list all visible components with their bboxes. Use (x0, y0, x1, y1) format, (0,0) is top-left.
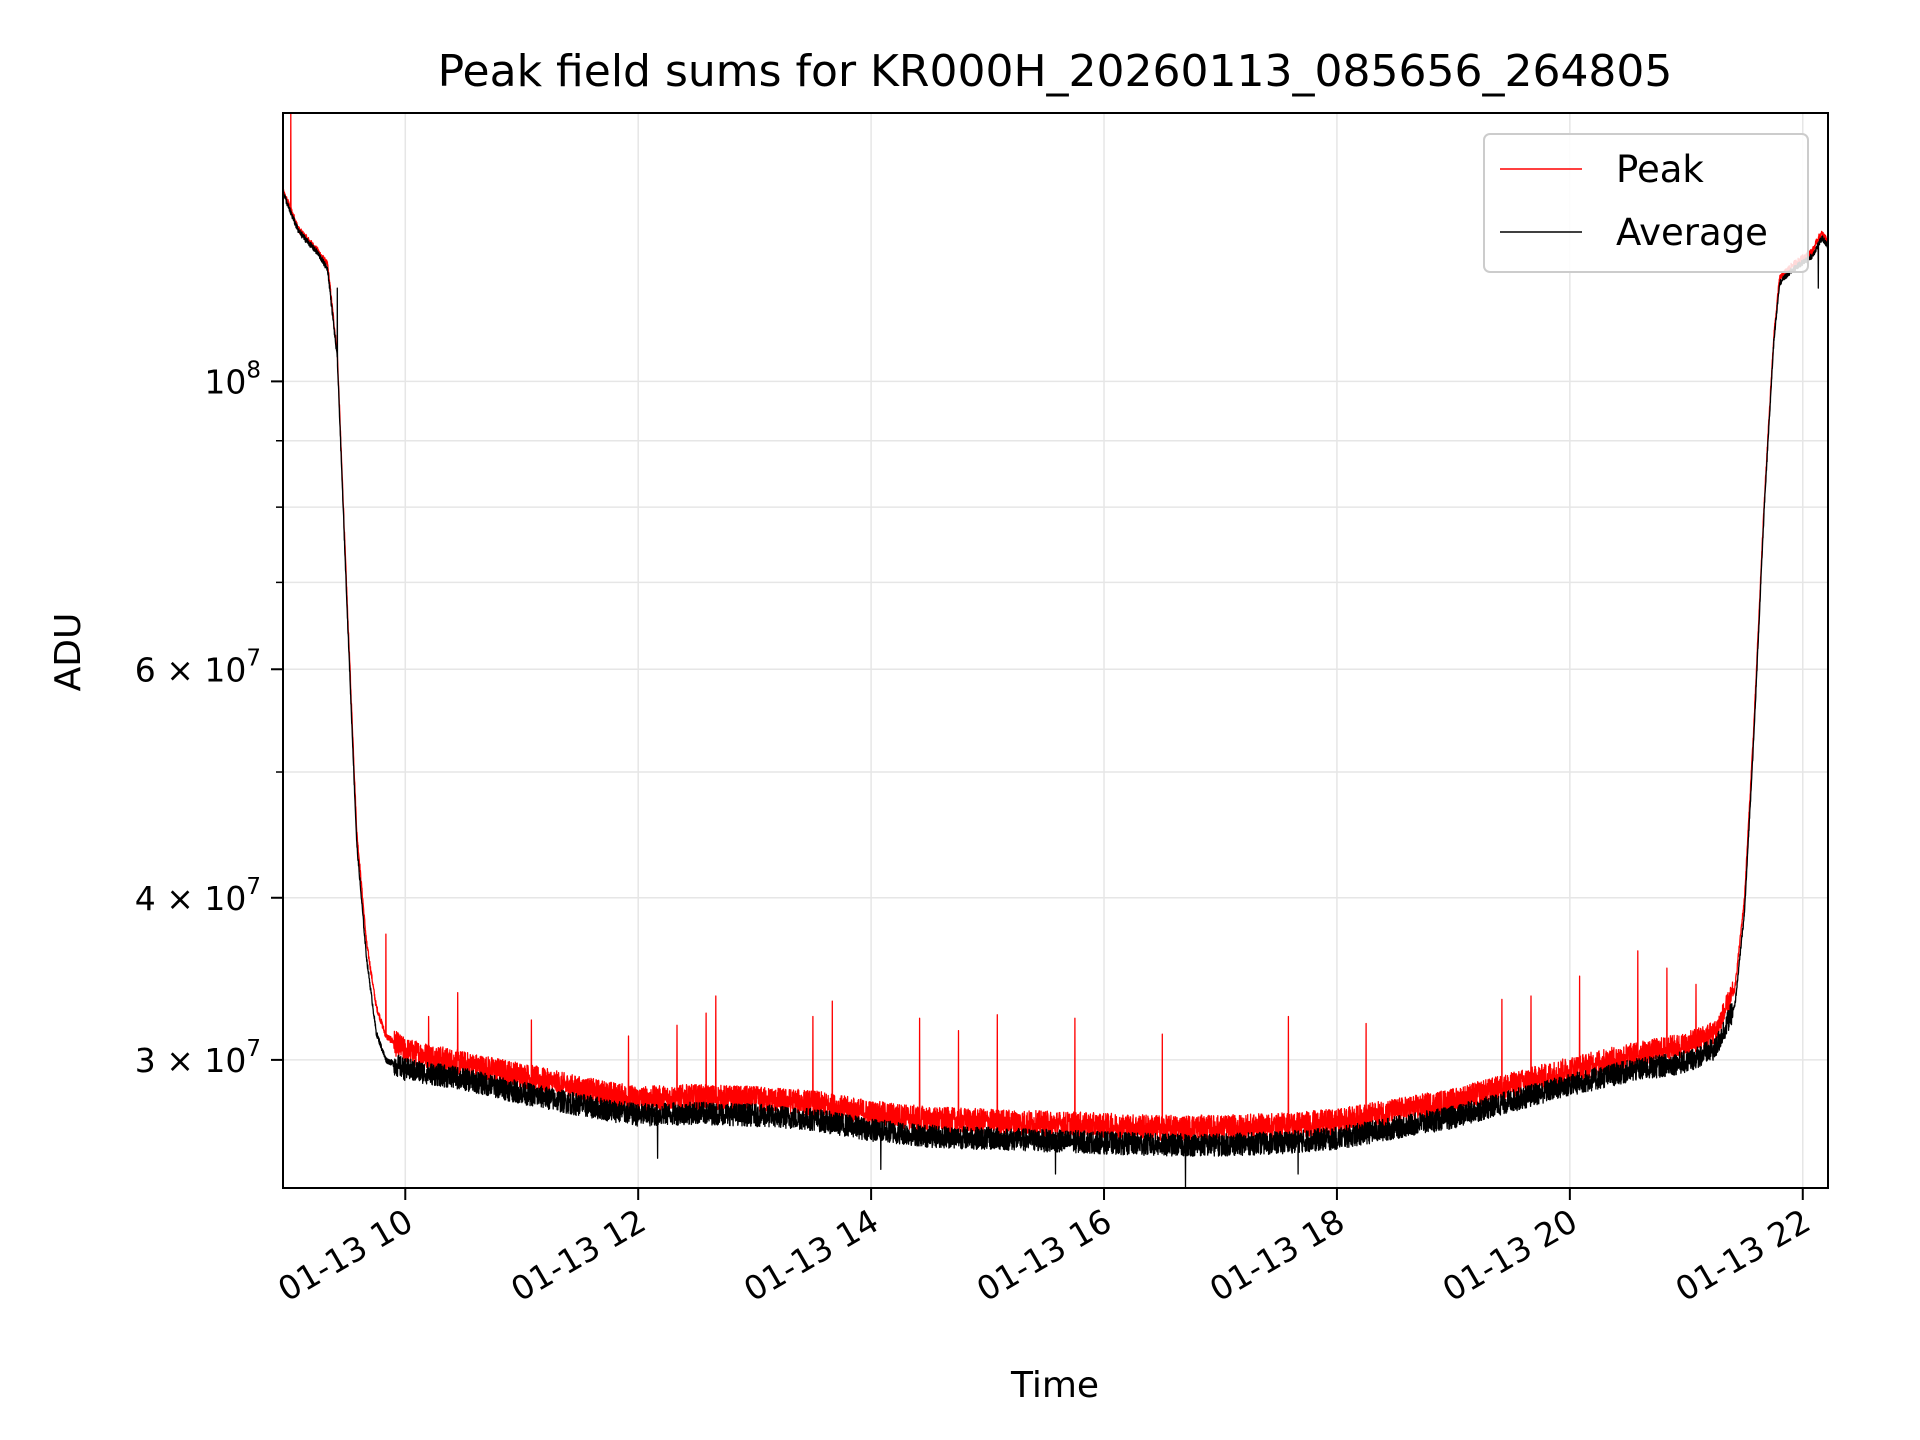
plot-series (282, 112, 1829, 1189)
y-tick-label-exponent: 7 (246, 645, 261, 671)
y-tick-label-base: 6 × 10 (135, 650, 247, 689)
x-axis-label: Time (1010, 1365, 1099, 1406)
legend-label-average: Average (1616, 211, 1768, 254)
y-tick-label-exponent: 8 (246, 357, 261, 383)
y-tick-label: 3 × 107 (135, 1036, 261, 1080)
y-tick-label-base: 10 (204, 362, 246, 401)
y-tick-label: 6 × 107 (135, 645, 261, 689)
y-tick-label: 4 × 107 (135, 874, 261, 918)
y-tick-label: 108 (204, 357, 261, 401)
y-axis-label: ADU (48, 613, 89, 692)
plot-frame (282, 112, 1829, 1189)
series-line-average (282, 190, 1829, 1189)
y-tick-label-exponent: 7 (246, 874, 261, 900)
legend: Peak Average (1483, 133, 1809, 273)
grid (283, 113, 1828, 1188)
y-tick-label-base: 3 × 10 (135, 1041, 247, 1080)
chart-title: Peak field sums for KR000H_20260113_0856… (438, 46, 1673, 97)
y-tick-label-exponent: 7 (246, 1036, 261, 1062)
legend-label-peak: Peak (1616, 148, 1704, 191)
y-tick-label-base: 4 × 10 (135, 879, 247, 918)
